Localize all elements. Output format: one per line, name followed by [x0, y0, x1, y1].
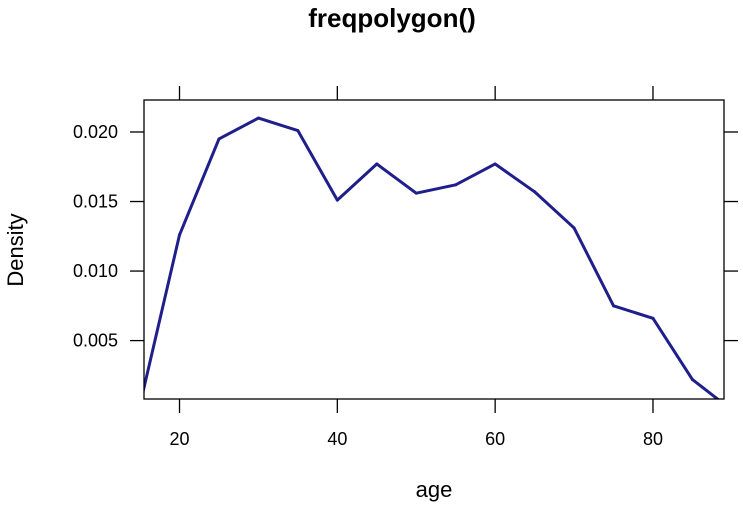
y-tick-label: 0.020 — [73, 122, 118, 142]
data-point — [651, 316, 655, 320]
data-point — [256, 116, 260, 120]
data-point — [454, 183, 458, 187]
data-point — [533, 190, 537, 194]
data-point — [375, 162, 379, 166]
data-point — [296, 129, 300, 133]
y-axis-label: Density — [3, 213, 28, 286]
data-point — [572, 226, 576, 230]
data-point — [690, 378, 694, 382]
data-point — [335, 198, 339, 202]
x-tick-label: 60 — [485, 429, 505, 449]
data-point — [414, 191, 418, 195]
data-point — [612, 304, 616, 308]
y-tick-label: 0.010 — [73, 261, 118, 281]
y-tick-label: 0.005 — [73, 331, 118, 351]
x-axis: 20 40 60 80 — [169, 86, 663, 449]
data-point — [178, 233, 182, 237]
y-axis: 0.005 0.010 0.015 0.020 — [73, 122, 738, 351]
plot-area — [139, 116, 733, 412]
y-tick-label: 0.015 — [73, 192, 118, 212]
x-axis-label: age — [416, 477, 453, 502]
data-point — [217, 137, 221, 141]
series-line-0 — [144, 116, 720, 399]
x-tick-label: 20 — [169, 429, 189, 449]
data-point — [730, 409, 733, 412]
data-point — [139, 403, 142, 406]
chart-title: freqpolygon() — [308, 3, 476, 33]
x-tick-label: 80 — [643, 429, 663, 449]
data-point — [493, 162, 497, 166]
plot-frame — [143, 99, 725, 400]
x-tick-label: 40 — [327, 429, 347, 449]
